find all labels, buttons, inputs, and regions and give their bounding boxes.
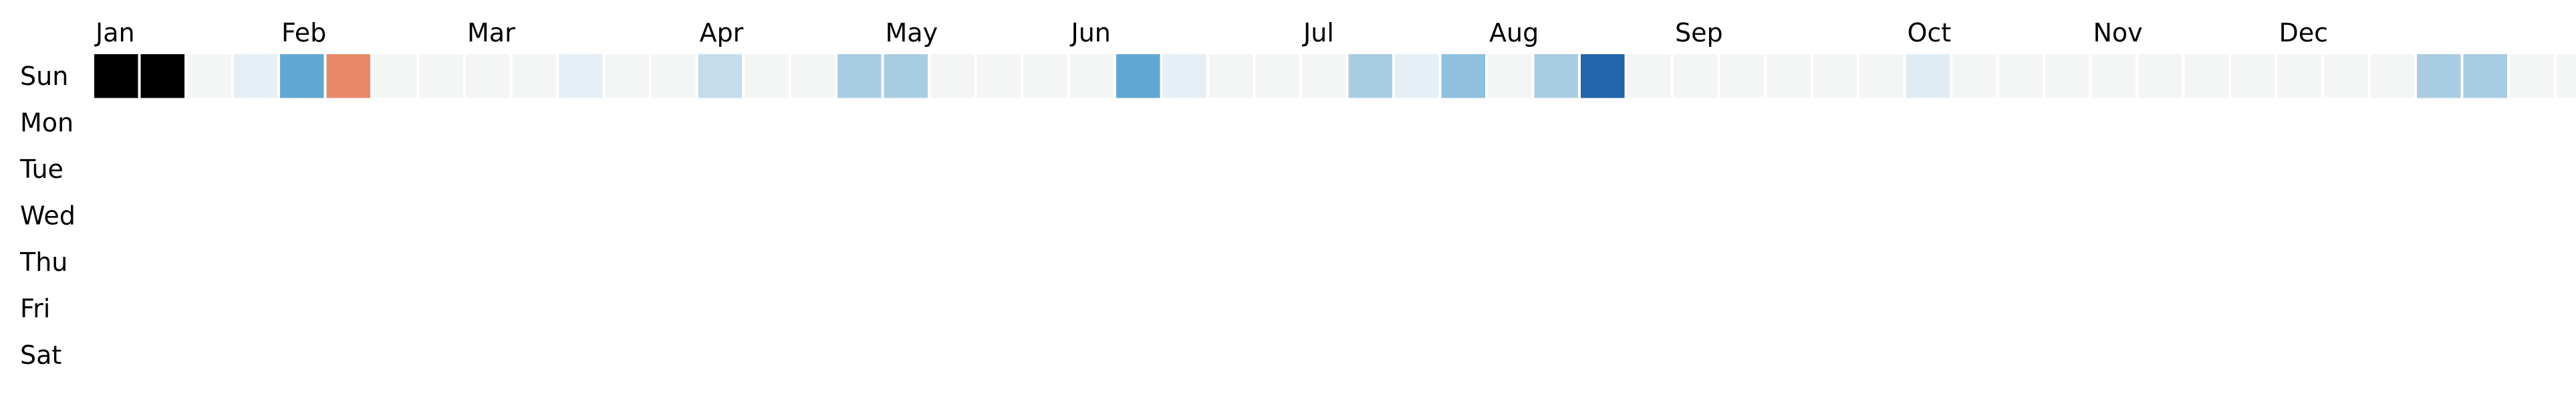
heatmap-cell xyxy=(2370,54,2414,98)
heatmap-cell xyxy=(1859,54,1904,98)
heatmap-cell xyxy=(2277,54,2321,98)
month-label-jun: Jun xyxy=(1070,18,1111,47)
heatmap-cell xyxy=(140,54,184,98)
heatmap-cell xyxy=(930,54,975,98)
month-label-feb: Feb xyxy=(281,18,326,47)
heatmap-cells xyxy=(94,54,2576,98)
heatmap-cell xyxy=(326,54,370,98)
heatmap-cell xyxy=(745,54,789,98)
heatmap-cell xyxy=(605,54,649,98)
heatmap-cell xyxy=(2510,54,2554,98)
heatmap-cell xyxy=(977,54,1021,98)
heatmap-cell xyxy=(1813,54,1857,98)
heatmap-cell xyxy=(94,54,138,98)
heatmap-cell xyxy=(466,54,510,98)
heatmap-cell xyxy=(2417,54,2461,98)
heatmap-cell xyxy=(2463,54,2507,98)
day-label-fri: Fri xyxy=(20,294,50,323)
heatmap-cell xyxy=(2045,54,2089,98)
heatmap-cell xyxy=(1302,54,1346,98)
month-label-sep: Sep xyxy=(1675,18,1723,47)
heatmap-cell xyxy=(1116,54,1160,98)
heatmap-cell xyxy=(1023,54,1067,98)
day-label-thu: Thu xyxy=(19,247,68,277)
heatmap-cell xyxy=(791,54,835,98)
month-label-jul: Jul xyxy=(1302,18,1334,47)
day-label-tue: Tue xyxy=(19,154,63,184)
heatmap-cell xyxy=(1999,54,2043,98)
heatmap-cell xyxy=(1488,54,1532,98)
heatmap-cell xyxy=(1674,54,1718,98)
month-label-mar: Mar xyxy=(467,18,515,47)
heatmap-cell xyxy=(838,54,882,98)
heatmap-cell xyxy=(2231,54,2275,98)
month-label-nov: Nov xyxy=(2093,18,2143,47)
month-labels: Jan Feb Mar Apr May Jun Jul Aug Sep Oct Nov Dec xyxy=(94,18,2328,47)
month-label-may: May xyxy=(886,18,938,47)
heatmap-cell xyxy=(233,54,277,98)
month-label-oct: Oct xyxy=(1908,18,1952,47)
heatmap-cell xyxy=(884,54,928,98)
day-label-sun: Sun xyxy=(20,62,68,91)
heatmap-cell xyxy=(1952,54,1997,98)
heatmap-cell xyxy=(187,54,231,98)
heatmap-cell xyxy=(280,54,324,98)
heatmap-cell xyxy=(512,54,556,98)
heatmap-cell xyxy=(1906,54,1950,98)
month-label-apr: Apr xyxy=(700,18,744,47)
heatmap-cell xyxy=(2324,54,2368,98)
heatmap-cell xyxy=(1767,54,1811,98)
heatmap-cell xyxy=(1395,54,1439,98)
heatmap-cell xyxy=(1069,54,1114,98)
heatmap-cell xyxy=(2556,54,2576,98)
heatmap-cell xyxy=(373,54,417,98)
heatmap-cell xyxy=(2138,54,2182,98)
heatmap-cell xyxy=(1348,54,1392,98)
heatmap-cell xyxy=(698,54,742,98)
heatmap-cell xyxy=(2091,54,2136,98)
heatmap-cell xyxy=(1255,54,1299,98)
day-label-wed: Wed xyxy=(20,201,76,230)
heatmap-cell xyxy=(1209,54,1253,98)
heatmap-cell xyxy=(559,54,603,98)
month-label-aug: Aug xyxy=(1489,18,1539,47)
heatmap-cell xyxy=(1581,54,1625,98)
month-label-dec: Dec xyxy=(2279,18,2329,47)
day-label-sat: Sat xyxy=(20,340,61,370)
day-labels: Sun Mon Tue Wed Thu Fri Sat xyxy=(19,62,76,370)
heatmap-cell xyxy=(2184,54,2228,98)
heatmap-cell xyxy=(1627,54,1671,98)
heatmap-cell xyxy=(652,54,696,98)
day-label-mon: Mon xyxy=(20,108,74,137)
heatmap-cell xyxy=(1534,54,1578,98)
heatmap-cell xyxy=(1162,54,1206,98)
heatmap-cell xyxy=(1720,54,1764,98)
month-label-jan: Jan xyxy=(94,18,135,47)
heatmap-cell xyxy=(1441,54,1485,98)
heatmap-cell xyxy=(419,54,463,98)
